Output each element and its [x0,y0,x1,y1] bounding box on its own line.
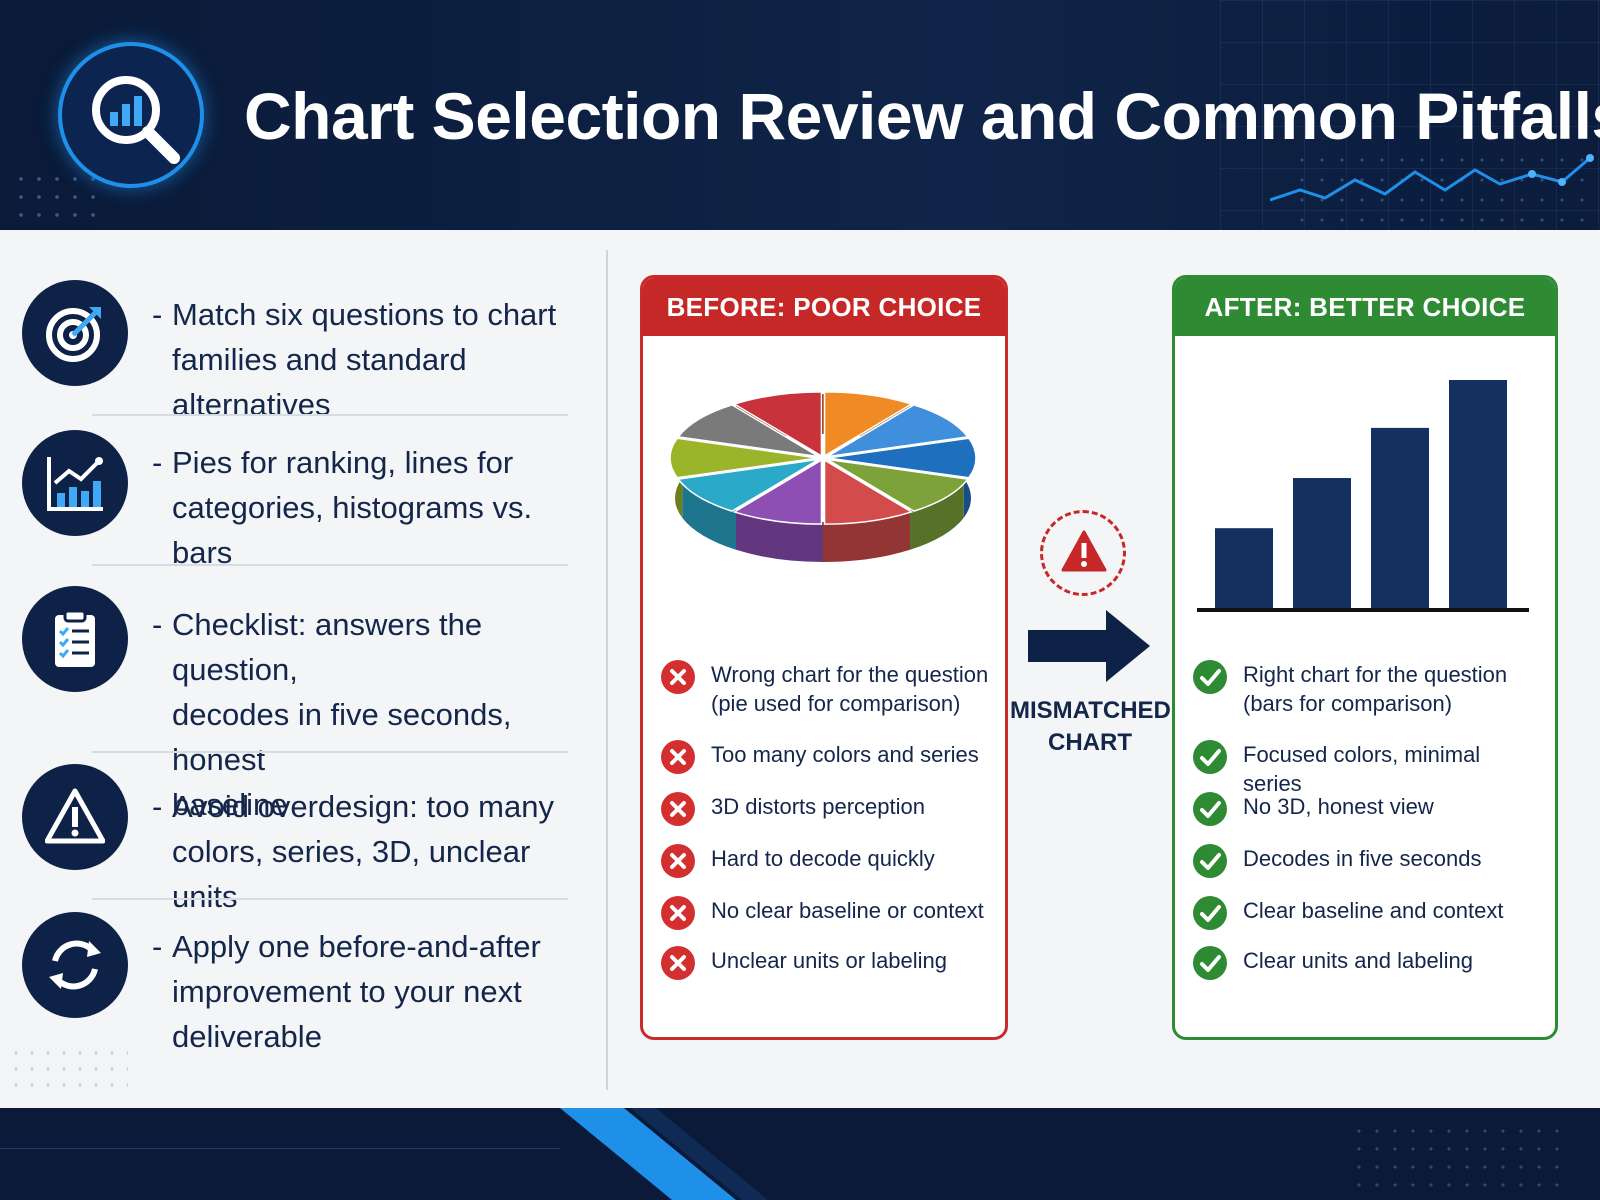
footer-band [0,1108,1600,1200]
pie-slice-side [682,477,737,550]
after-item-text: Focused colors, minimal series [1243,742,1481,796]
right-arrow-icon [1028,610,1150,682]
x-mark-icon [661,946,695,980]
item-text-line: improvement to your next [172,974,522,1009]
before-item-text: Too many colors and series [711,742,979,767]
pie-slice [676,404,820,458]
bar [1449,380,1507,608]
before-item-text: 3D distorts perception [711,794,925,819]
before-item-text: Unclear units or labeling [711,948,948,973]
before-item-text: Hard to decode quickly [711,846,935,871]
left-dots-decoration [8,1045,128,1095]
pie-slice-side [909,477,964,550]
pie-slice [823,391,914,458]
bar [1293,478,1351,608]
item-dash: - [152,929,163,964]
check-mark-icon [1193,896,1227,930]
after-panel: AFTER: BETTER CHOICE Right chart for the… [1172,275,1558,1040]
divider [92,751,568,753]
item-text-line: Checklist: answers the question, [172,607,483,687]
item-text-line: Match six questions to chart [172,297,557,332]
item-text-line: Pies for ranking, lines for [172,445,514,480]
check-mark-icon [1193,660,1227,694]
before-heading: BEFORE: POOR CHOICE [643,278,1005,336]
item-text-line: Apply one before-and-after [172,929,541,964]
item-dash: - [152,297,163,332]
pie-chart-3d [669,391,977,562]
after-item-text: Right chart for the question (bars for c… [1243,662,1508,716]
footer-dots-decoration [1350,1122,1570,1192]
check-mark-icon [1193,844,1227,878]
bar-chart [1197,380,1529,612]
footer-stripe-decoration [560,1108,768,1200]
bar-line-chart-icon [22,430,128,536]
mismatch-label: MISMATCHED CHART [1010,697,1171,756]
pie-slice [676,458,820,512]
bar [1371,427,1429,608]
clipboard-checklist-icon [22,586,128,692]
x-mark-icon [661,844,695,878]
after-item-text: Decodes in five seconds [1243,846,1482,871]
item-text-line: colors, series, 3D, unclear units [172,834,531,914]
warning-triangle-icon [22,764,128,870]
x-mark-icon [661,660,695,694]
divider [92,564,568,566]
check-mark-icon [1193,792,1227,826]
header-dots-decoration [12,170,102,220]
refresh-cycle-icon [22,912,128,1018]
after-heading: AFTER: BETTER CHOICE [1175,278,1555,336]
pie-slice [823,458,914,525]
item-dash: - [152,789,163,824]
warning-triangle-icon [1040,510,1126,596]
check-mark-icon [1193,946,1227,980]
x-mark-icon [661,740,695,774]
item-text-line: decodes in five seconds, honest [172,697,512,777]
magnifier-bar-chart-icon [58,42,204,188]
header-banner: Chart Selection Review and Common Pitfal… [0,0,1600,230]
item-text-line: categories, histograms vs. bars [172,490,533,570]
before-panel: BEFORE: POOR CHOICE Wrong chart for the … [640,275,1008,1040]
bar [1215,528,1273,608]
pie-slice [669,437,819,479]
divider [92,414,568,416]
footer-line-decoration [0,1148,560,1149]
pie-slice [732,458,823,525]
after-item-text: Clear units and labeling [1243,948,1473,973]
after-item-text: Clear baseline and context [1243,898,1504,923]
divider [92,898,568,900]
item-dash: - [152,445,163,480]
target-arrow-icon [22,280,128,386]
before-item-text: No clear baseline or context [711,898,984,923]
trend-line-decoration [1270,154,1594,202]
check-mark-icon [1193,740,1227,774]
item-text-line: Avoid overdesign: too many [172,789,554,824]
pie-slice [826,458,970,512]
pie-slice [732,391,823,458]
item-text-line: deliverable [172,1019,322,1054]
pie-slice [826,404,970,458]
pie-slice [827,437,977,479]
x-mark-icon [661,896,695,930]
page-title: Chart Selection Review and Common Pitfal… [244,79,1600,153]
x-mark-icon [661,792,695,826]
item-text-line: families and standard alternatives [172,342,467,422]
before-item-text: Wrong chart for the question (pie used f… [711,662,989,716]
column-divider [606,250,608,1090]
after-item-text: No 3D, honest view [1243,794,1434,819]
item-dash: - [152,607,163,642]
item-text-line: baseline [172,787,288,822]
